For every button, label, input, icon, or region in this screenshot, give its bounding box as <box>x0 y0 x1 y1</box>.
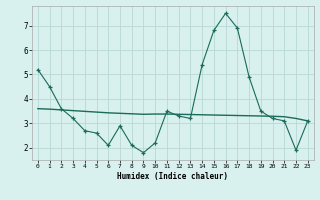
X-axis label: Humidex (Indice chaleur): Humidex (Indice chaleur) <box>117 172 228 181</box>
